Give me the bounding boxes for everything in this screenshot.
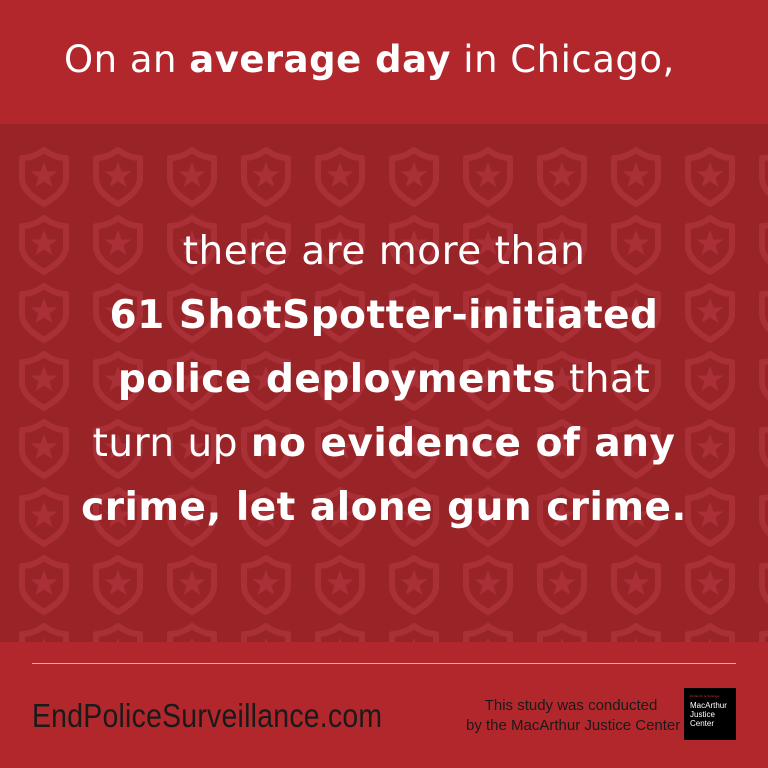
shield-star-icon [688,626,732,642]
shield-star-icon [96,626,140,642]
shield-star-icon [614,558,658,612]
shield-star-icon [762,558,768,612]
shield-star-icon [22,626,66,642]
statement-line-1: there are more than [182,229,586,274]
statement-line-2: 61 ShotSpotter-initiated [0,284,768,348]
shield-star-icon [392,626,436,642]
shield-star-icon [614,150,658,204]
shield-star-icon [762,626,768,642]
logo-name-line-2: Justice [690,710,715,719]
statement-line-4-bold: no evidence of any [250,421,676,466]
website-link[interactable]: EndPoliceSurveillance.com [32,697,383,734]
shield-star-icon [22,150,66,204]
shield-star-icon [762,150,768,204]
macarthur-justice-center-logo: Roderick & Solange MacArthur Justice Cen… [684,688,736,740]
credit-line-2: by the MacArthur Justice Center [466,717,681,734]
shield-star-icon [392,150,436,204]
header-bold-phrase: average day [189,38,452,81]
shield-star-icon [318,150,362,204]
footer-divider [32,663,736,664]
shield-star-icon [96,150,140,204]
shield-star-icon [392,558,436,612]
statistic-statement: there are more than 61 ShotSpotter-initi… [0,220,768,540]
header-heading: On an average day in Chicago, [64,38,675,81]
shield-star-icon [688,558,732,612]
statement-line-3-regular: that [568,357,651,402]
logo-name-line-3: Center [690,719,715,728]
shield-star-icon [466,558,510,612]
logo-name-line-1: MacArthur [690,701,727,710]
statement-line-4: turn up no evidence of any [0,412,768,476]
shield-star-icon [466,626,510,642]
shield-star-icon [540,626,584,642]
shield-star-icon [170,626,214,642]
statement-line-5: crime, let alone gun crime. [0,476,768,540]
shield-star-icon [318,626,362,642]
shield-star-icon [688,150,732,204]
shield-star-icon [540,558,584,612]
statement-line-2-bold: 61 ShotSpotter-initiated [109,293,659,338]
shield-star-icon [540,150,584,204]
shield-star-icon [22,558,66,612]
study-credit: This study was conducted by the MacArthu… [466,696,681,736]
header-prefix: On an [64,38,177,81]
shield-star-icon [318,558,362,612]
shield-star-icon [170,150,214,204]
header-suffix: in Chicago, [463,38,675,81]
shield-star-icon [96,558,140,612]
logo-tagline: Roderick & Solange [690,694,720,698]
shield-star-icon [244,150,288,204]
shield-star-icon [244,626,288,642]
credit-line-1: This study was conducted [484,697,658,714]
shield-star-icon [466,150,510,204]
shield-star-icon [170,558,214,612]
statement-line-5-bold: crime, let alone gun crime. [81,485,687,530]
statement-line-3-bold: police deployments [117,357,557,402]
statement-band [0,124,768,642]
logo-name: MacArthur Justice Center [690,701,727,728]
statement-line-3: police deployments that [0,348,768,412]
shield-star-icon [614,626,658,642]
statement-line-4-regular: turn up [92,421,239,466]
shield-star-icon [244,558,288,612]
header: On an average day in Chicago, [0,0,768,124]
